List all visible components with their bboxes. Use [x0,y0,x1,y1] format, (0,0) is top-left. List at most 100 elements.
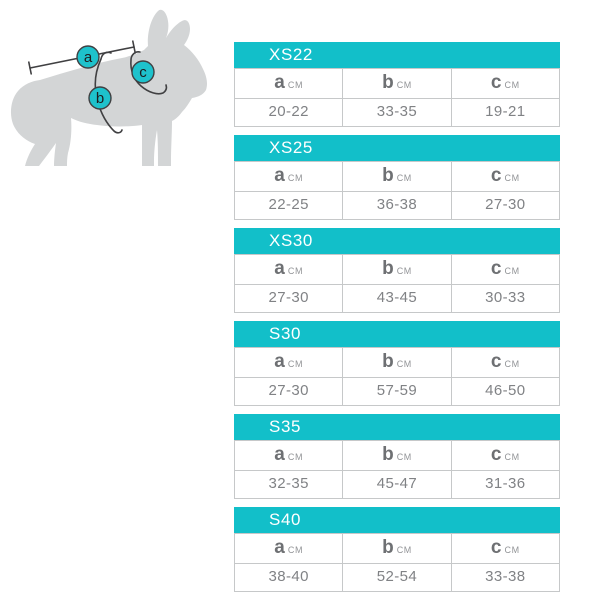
measure-point-b: b [88,86,112,110]
column-header-row: a cm b cm c cm [235,255,559,285]
size-table-s40: S40 a cm b cm c cm 38-40 52-54 33-38 [234,507,560,592]
size-header: S40 [234,507,560,533]
measure-point-a-label: a [84,49,93,66]
column-header-a: a cm [235,255,342,284]
column-header-row: a cm b cm c cm [235,348,559,378]
size-header: XS25 [234,135,560,161]
value-a: 27-30 [268,382,309,399]
value-c: 27-30 [450,192,559,219]
column-unit: cm [504,359,520,369]
value-a: 32-35 [268,475,309,492]
column-letter: c [490,165,502,186]
column-header-c: c cm [450,255,559,284]
column-header-b: b cm [342,255,450,284]
column-unit: cm [504,545,520,555]
size-table-xs30: XS30 a cm b cm c cm 27-30 43-45 30-33 [234,228,560,313]
column-letter: c [490,444,502,465]
value-b: 52-54 [342,564,450,591]
column-unit: cm [287,173,304,183]
column-letter: c [490,351,502,372]
column-unit: cm [504,80,520,90]
column-header-c: c cm [450,534,559,563]
column-unit: cm [504,452,520,462]
size-table-xs22: XS22 a cm b cm c cm 20-22 33-35 19-21 [234,42,560,127]
column-unit: cm [504,266,520,276]
size-tables: XS22 a cm b cm c cm 20-22 33-35 19-21 XS25 … [234,42,560,600]
column-letter: b [382,444,394,465]
measure-point-c: c [131,60,155,84]
column-unit: cm [287,80,304,90]
column-unit: cm [396,452,412,462]
value-a: 27-30 [268,289,309,306]
table-row: 27-30 57-59 46-50 [235,378,559,405]
table-row: 38-40 52-54 33-38 [235,564,559,591]
value-b: 33-35 [342,99,450,126]
column-header-b: b cm [342,348,450,377]
size-header: S35 [234,414,560,440]
size-table-xs25: XS25 a cm b cm c cm 22-25 36-38 27-30 [234,135,560,220]
size-table-s35: S35 a cm b cm c cm 32-35 45-47 31-36 [234,414,560,499]
value-c: 46-50 [450,378,559,405]
value-c: 31-36 [450,471,559,498]
column-letter: a [274,537,285,558]
measure-point-a: a [76,45,100,69]
table-row: 32-35 45-47 31-36 [235,471,559,498]
column-header-b: b cm [342,69,450,98]
column-letter: b [382,258,394,279]
dog-silhouette-shape [10,9,207,166]
measure-point-b-label: b [96,90,104,107]
column-letter: a [274,258,285,279]
value-a: 22-25 [268,196,309,213]
size-header: XS30 [234,228,560,254]
column-header-a: a cm [235,162,342,191]
column-header-c: c cm [450,441,559,470]
value-a: 20-22 [268,103,309,120]
size-header: S30 [234,321,560,347]
column-letter: c [490,72,502,93]
column-unit: cm [287,359,304,369]
column-header-a: a cm [235,441,342,470]
column-letter: a [274,351,285,372]
measure-point-c-label: c [139,64,147,81]
column-letter: b [382,72,394,93]
value-b: 43-45 [342,285,450,312]
column-header-row: a cm b cm c cm [235,534,559,564]
column-unit: cm [287,452,304,462]
column-letter: c [490,258,502,279]
value-c: 30-33 [450,285,559,312]
column-unit: cm [396,173,412,183]
size-table-s30: S30 a cm b cm c cm 27-30 57-59 46-50 [234,321,560,406]
value-b: 36-38 [342,192,450,219]
column-unit: cm [287,266,304,276]
measure-curve-c [130,51,168,95]
column-unit: cm [396,80,412,90]
column-header-a: a cm [235,69,342,98]
column-header-c: c cm [450,162,559,191]
column-header-row: a cm b cm c cm [235,441,559,471]
column-letter: b [382,165,394,186]
column-letter: b [382,537,394,558]
value-a: 38-40 [268,568,309,585]
value-c: 33-38 [450,564,559,591]
value-b: 45-47 [342,471,450,498]
column-header-a: a cm [235,348,342,377]
column-letter: a [274,165,285,186]
size-header: XS22 [234,42,560,68]
column-header-c: c cm [450,69,559,98]
table-row: 20-22 33-35 19-21 [235,99,559,126]
column-header-row: a cm b cm c cm [235,162,559,192]
dog-measurement-diagram: a b c [10,9,207,166]
column-letter: b [382,351,394,372]
column-unit: cm [396,359,412,369]
column-unit: cm [396,545,412,555]
column-header-row: a cm b cm c cm [235,69,559,99]
column-header-c: c cm [450,348,559,377]
table-row: 27-30 43-45 30-33 [235,285,559,312]
column-letter: c [490,537,502,558]
column-header-b: b cm [342,441,450,470]
column-unit: cm [287,545,304,555]
column-header-b: b cm [342,534,450,563]
column-unit: cm [504,173,520,183]
column-unit: cm [396,266,412,276]
